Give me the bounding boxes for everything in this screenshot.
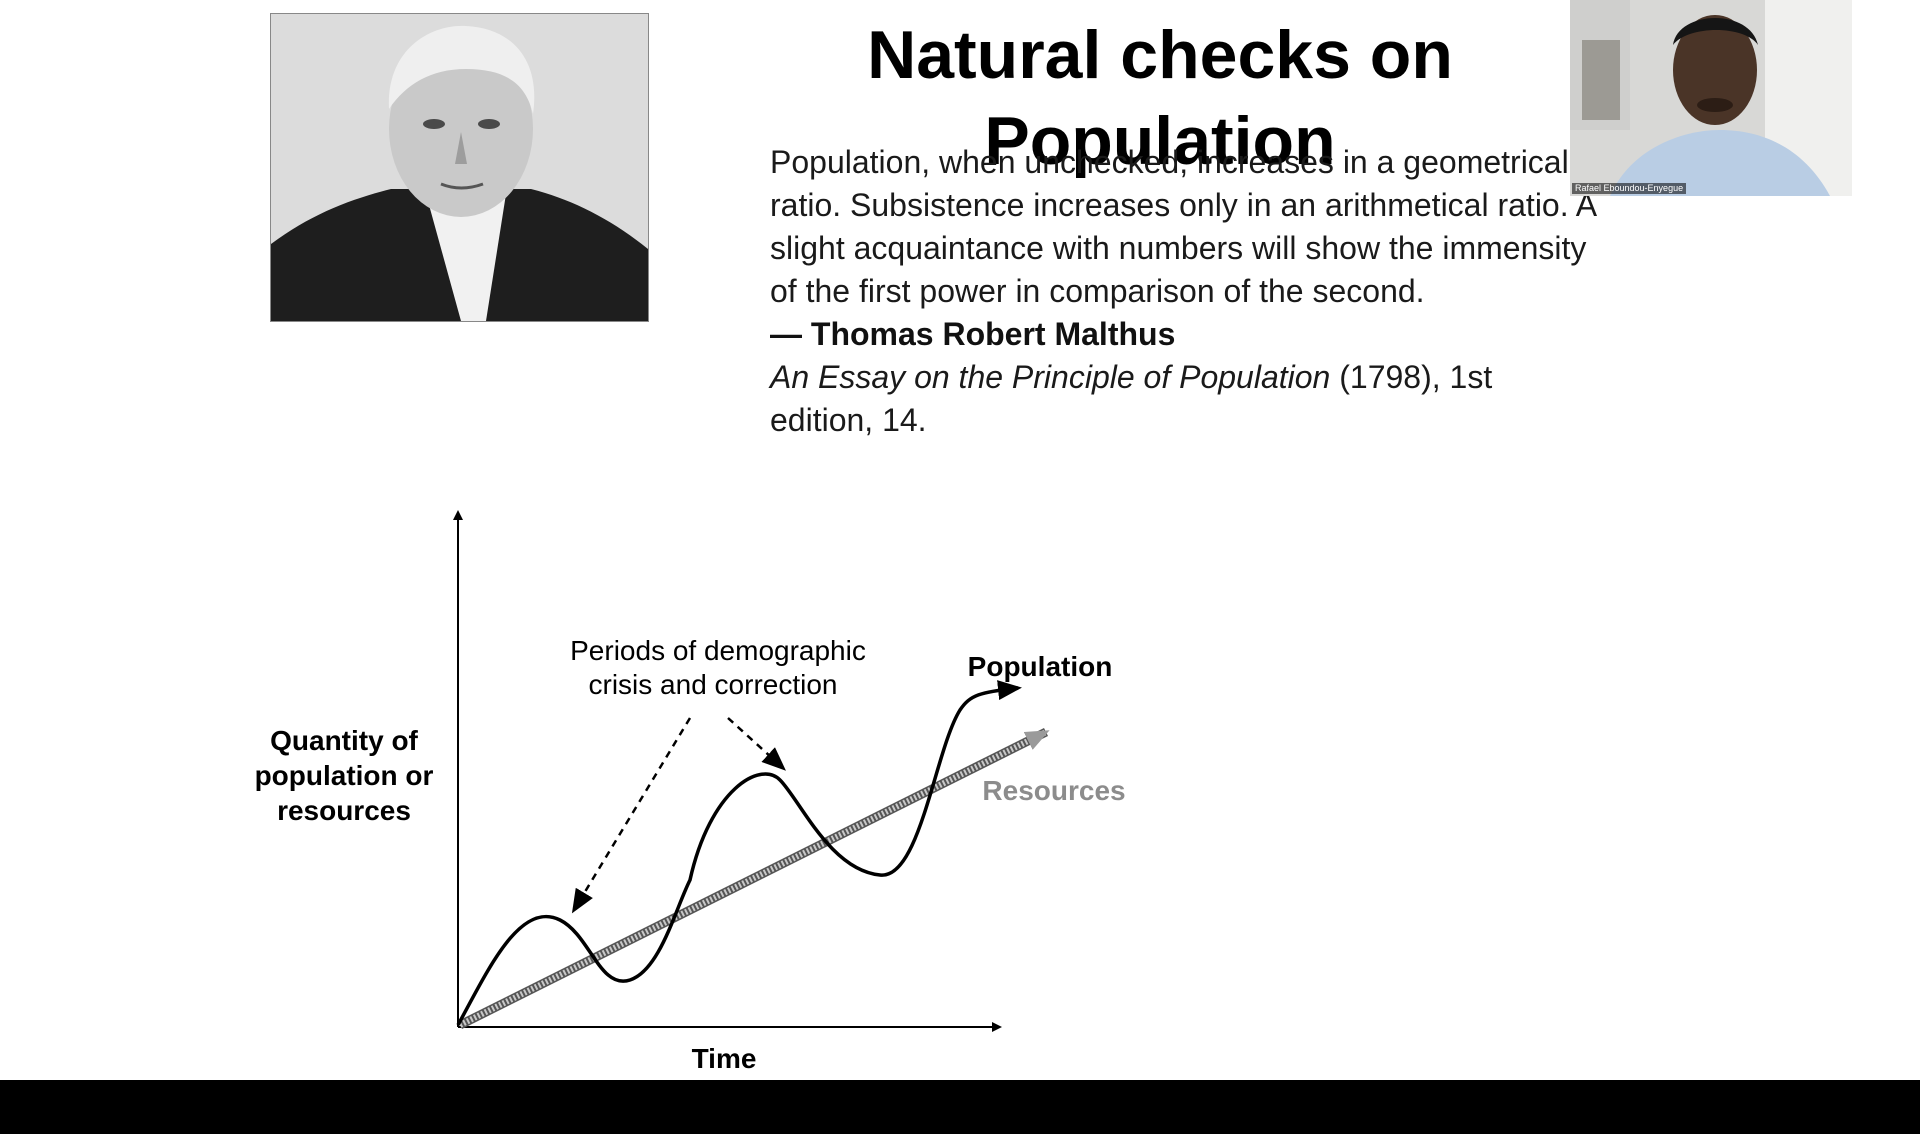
y-axis-label-line-2: population or: [255, 760, 434, 791]
x-axis-label: Time: [692, 1043, 757, 1074]
speaker-webcam-video[interactable]: Rafael Eboundou-Enyegue: [1570, 0, 1852, 196]
slide-title: Natural checks on Population: [867, 17, 1453, 179]
annotation-arrow-1: [571, 717, 692, 914]
webcam-image: [1570, 0, 1852, 196]
annotation-arrow-2: [727, 717, 786, 771]
quote-author: — Thomas Robert Malthus: [770, 316, 1176, 352]
resources-series-label: Resources: [982, 775, 1125, 806]
citation-title: An Essay on the Principle of Population: [770, 359, 1331, 395]
population-resources-chart: Quantity of population or resources Time…: [255, 510, 1126, 1074]
quote-block: Population, when unchecked, increases in…: [770, 141, 1600, 442]
bottom-black-bar: [0, 1080, 1920, 1134]
population-curve: [456, 680, 1022, 1026]
annotation-line-2: crisis and correction: [589, 669, 838, 700]
presentation-slide: Natural checks on Population Population,…: [254, 0, 1852, 1074]
annotation-line-1: Periods of demographic: [570, 635, 866, 666]
citation-details: (1798), 1st edition, 14.: [770, 359, 1493, 438]
quote-citation: An Essay on the Principle of Population …: [770, 356, 1600, 442]
y-axis-label-line-1: Quantity of: [270, 725, 418, 756]
portrait-image: [271, 14, 648, 321]
participant-name-label: Rafael Eboundou-Enyegue: [1572, 183, 1687, 194]
malthus-portrait: [270, 13, 649, 322]
population-series-label: Population: [968, 651, 1113, 682]
quote-text: Population, when unchecked, increases in…: [770, 144, 1596, 309]
resources-line: [458, 729, 1050, 1028]
y-axis-label-line-3: resources: [277, 795, 411, 826]
